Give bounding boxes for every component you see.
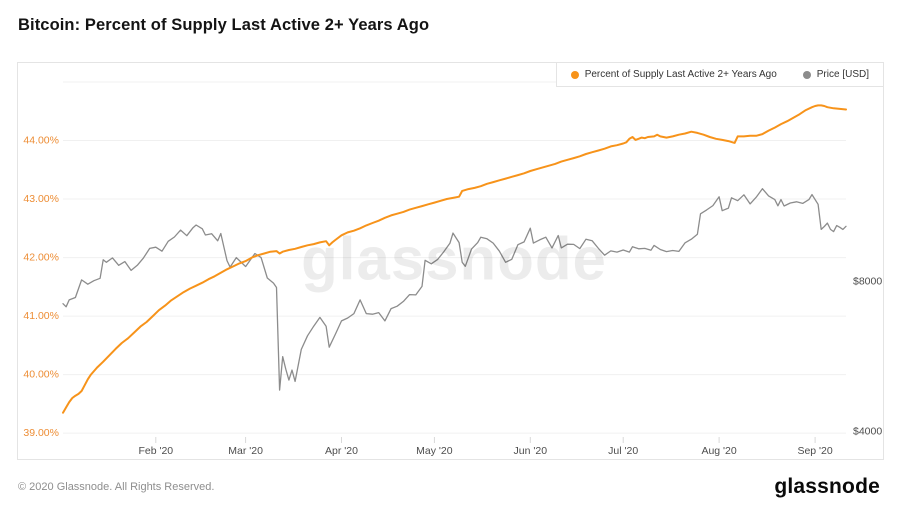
x-axis-label: May '20 [416, 445, 453, 457]
series-line-supply [62, 104, 847, 414]
legend-label-price: Price [USD] [816, 69, 869, 80]
chart-card: Feb '20 Mar '20 Apr '20 May '20 Jun '20 Jul '… [17, 62, 884, 460]
y-axis-left-label: 42.00% [23, 252, 59, 264]
plot-area[interactable]: Feb '20 Mar '20 Apr '20 May '20 Jun '20 Jul '… [18, 63, 883, 459]
series-line-price [62, 188, 847, 391]
copyright-text: © 2020 Glassnode. All Rights Reserved. [18, 480, 215, 493]
glassnode-logo: glassnode [774, 474, 880, 498]
x-axis-label: Jul '20 [608, 445, 638, 457]
y-axis-left-label: 41.00% [23, 310, 59, 322]
y-axis-left-label: 44.00% [23, 135, 59, 147]
x-axis-label: Feb '20 [138, 445, 173, 457]
chart-legend: Percent of Supply Last Active 2+ Years A… [555, 62, 884, 87]
price-series-dot-icon [802, 70, 811, 79]
x-axis-label: Mar '20 [228, 445, 263, 457]
x-axis-label: Aug '20 [701, 445, 736, 457]
x-axis-label: Sep '20 [797, 445, 832, 457]
x-axis-label: Apr '20 [325, 445, 358, 457]
y-axis-right-label: $4000 [853, 426, 882, 438]
legend-label-supply: Percent of Supply Last Active 2+ Years A… [584, 69, 777, 80]
y-axis-right-label: $8000 [853, 275, 882, 287]
x-axis-label: Jun '20 [514, 445, 548, 457]
legend-item-price[interactable]: Price [USD] [802, 69, 869, 80]
legend-item-supply[interactable]: Percent of Supply Last Active 2+ Years A… [570, 69, 777, 80]
page-title: Bitcoin: Percent of Supply Last Active 2… [18, 16, 430, 34]
supply-series-dot-icon [570, 70, 579, 79]
y-axis-left-label: 40.00% [23, 369, 59, 381]
footer: © 2020 Glassnode. All Rights Reserved. g… [0, 466, 900, 507]
y-axis-left-label: 39.00% [23, 427, 59, 439]
y-axis-left-label: 43.00% [23, 193, 59, 205]
